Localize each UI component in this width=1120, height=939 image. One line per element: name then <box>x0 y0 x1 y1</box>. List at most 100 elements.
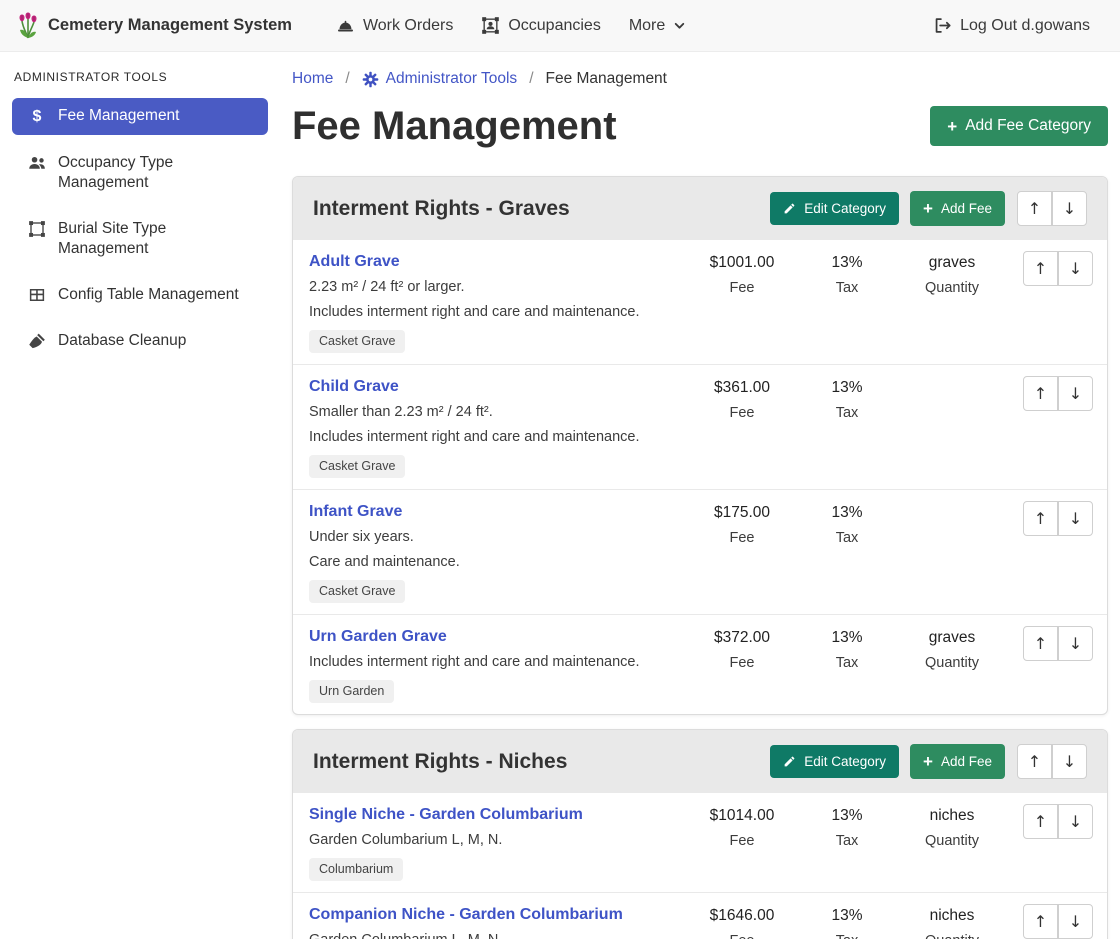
fee-description: 2.23 m² / 24 ft² or larger. <box>309 279 465 295</box>
category-move-down-button[interactable]: ↓ <box>1052 744 1087 779</box>
broom-icon <box>26 332 48 350</box>
tax-stat: 13% Tax <box>831 254 863 296</box>
fee-reorder-group: ↑ ↓ <box>1023 251 1093 286</box>
fee-move-down-button[interactable]: ↓ <box>1058 804 1093 839</box>
pencil-icon <box>783 202 796 215</box>
quantity-stat <box>897 501 1007 502</box>
fee-reorder-group: ↑ ↓ <box>1023 804 1093 839</box>
category-title: Interment Rights - Niches <box>313 749 568 773</box>
edit-category-button[interactable]: Edit Category <box>770 745 900 778</box>
fee-name-link[interactable]: Child Grave <box>309 378 399 395</box>
fee-reorder-group: ↑ ↓ <box>1023 904 1093 939</box>
dollar-icon: $ <box>32 108 42 125</box>
fee-tag-badge: Urn Garden <box>309 680 395 703</box>
fee-row-adult-grave: Adult Grave 2.23 m² / 24 ft² or larger. … <box>293 240 1107 364</box>
app-brand[interactable]: Cemetery Management System <box>16 12 292 40</box>
logout-button[interactable]: Log Out d.gowans <box>933 16 1090 35</box>
app-title: Cemetery Management System <box>48 16 292 34</box>
fee-move-down-button[interactable]: ↓ <box>1058 501 1093 536</box>
fee-move-down-button[interactable]: ↓ <box>1058 626 1093 661</box>
fee-tag-badge: Casket Grave <box>309 330 406 353</box>
fee-move-down-button[interactable]: ↓ <box>1058 376 1093 411</box>
fee-reorder-group: ↑ ↓ <box>1023 376 1093 411</box>
nav-item-label: More <box>628 16 666 34</box>
table-icon <box>26 286 48 304</box>
fee-name-link[interactable]: Infant Grave <box>309 503 403 520</box>
occupancy-badge-icon <box>481 16 500 35</box>
fee-description: Includes interment right and care and ma… <box>309 304 640 320</box>
fee-description: Includes interment right and care and ma… <box>309 429 640 445</box>
fee-row-companion-niche: Companion Niche - Garden Columbarium Gar… <box>293 892 1107 939</box>
nav-item-label: Occupancies <box>508 16 601 34</box>
add-fee-button[interactable]: + Add Fee <box>910 744 1005 779</box>
fee-row-urn-garden-grave: Urn Garden Grave Includes interment righ… <box>293 614 1107 714</box>
fee-move-up-button[interactable]: ↑ <box>1023 804 1058 839</box>
sidebar-item-label: Database Cleanup <box>58 332 187 349</box>
quantity-stat: niches Quantity <box>925 907 979 939</box>
fee-move-up-button[interactable]: ↑ <box>1023 904 1058 939</box>
category-reorder-group: ↑ ↓ <box>1017 191 1087 226</box>
fee-amount-stat: $175.00 Fee <box>713 504 771 546</box>
tax-stat: 13% Tax <box>831 807 863 849</box>
fee-description: Smaller than 2.23 m² / 24 ft². <box>309 404 493 420</box>
sidebar-item-fee-management[interactable]: $ Fee Management <box>12 98 268 135</box>
nav-item-occupancies[interactable]: Occupancies <box>481 16 601 35</box>
sidebar-item-label: Fee Management <box>58 107 180 124</box>
sidebar-section-title: ADMINISTRATOR TOOLS <box>14 70 168 84</box>
add-fee-category-button[interactable]: + Add Fee Category <box>930 106 1108 146</box>
fee-tag-badge: Casket Grave <box>309 580 406 603</box>
category-card-graves: Interment Rights - Graves Edit Category … <box>292 176 1108 715</box>
fee-name-link[interactable]: Urn Garden Grave <box>309 628 447 645</box>
fee-amount-stat: $1014.00 Fee <box>709 807 775 849</box>
main-content: Home / Administrat <box>280 52 1120 939</box>
fee-amount-stat: $1646.00 Fee <box>709 907 775 939</box>
sidebar-item-burial-site-type-management[interactable]: Burial Site Type Management <box>12 211 268 267</box>
sidebar: ADMINISTRATOR TOOLS $ Fee Management Occ… <box>0 52 280 369</box>
fee-description: Under six years. <box>309 529 414 545</box>
fee-move-up-button[interactable]: ↑ <box>1023 501 1058 536</box>
category-title: Interment Rights - Graves <box>313 196 570 220</box>
quantity-stat: graves Quantity <box>925 254 979 296</box>
fee-move-up-button[interactable]: ↑ <box>1023 251 1058 286</box>
sidebar-item-config-table-management[interactable]: Config Table Management <box>12 277 268 313</box>
fee-description: Garden Columbarium L, M, N. <box>309 832 503 848</box>
fee-move-up-button[interactable]: ↑ <box>1023 376 1058 411</box>
nav-item-more[interactable]: More <box>629 17 686 35</box>
nav-item-label: Work Orders <box>362 16 454 34</box>
fee-amount-stat: $372.00 Fee <box>713 629 771 671</box>
fee-move-up-button[interactable]: ↑ <box>1023 626 1058 661</box>
category-header: Interment Rights - Niches Edit Category … <box>293 730 1107 793</box>
quantity-stat: niches Quantity <box>925 807 979 849</box>
fee-tag-badge: Casket Grave <box>309 455 406 478</box>
fee-tag-badge: Columbarium <box>309 858 404 881</box>
edit-category-button[interactable]: Edit Category <box>770 192 900 225</box>
breadcrumb: Home / Administrat <box>292 70 1108 88</box>
fee-row-infant-grave: Infant Grave Under six years. Care and m… <box>293 489 1107 614</box>
pencil-icon <box>783 755 796 768</box>
fee-name-link[interactable]: Companion Niche - Garden Columbarium <box>309 906 623 923</box>
sidebar-item-occupancy-type-management[interactable]: Occupancy Type Management <box>12 145 268 201</box>
hard-hat-icon <box>336 16 355 35</box>
breadcrumb-home-link[interactable]: Home <box>292 70 334 87</box>
fee-name-link[interactable]: Single Niche - Garden Columbarium <box>309 806 583 823</box>
category-move-up-button[interactable]: ↑ <box>1017 744 1052 779</box>
plus-icon: + <box>947 116 958 136</box>
breadcrumb-admin-tools-link[interactable]: Administrator Tools <box>362 70 517 88</box>
breadcrumb-separator: / <box>345 70 350 87</box>
quantity-stat: graves Quantity <box>925 629 979 671</box>
fee-row-single-niche: Single Niche - Garden Columbarium Garden… <box>293 793 1107 892</box>
quantity-stat <box>897 376 1007 377</box>
sidebar-item-label: Burial Site Type Management <box>58 220 167 257</box>
vector-square-icon <box>26 220 48 238</box>
category-move-up-button[interactable]: ↑ <box>1017 191 1052 226</box>
add-fee-button[interactable]: + Add Fee <box>910 191 1005 226</box>
fee-move-down-button[interactable]: ↓ <box>1058 904 1093 939</box>
fee-reorder-group: ↑ ↓ <box>1023 626 1093 661</box>
category-card-niches: Interment Rights - Niches Edit Category … <box>292 729 1108 939</box>
category-move-down-button[interactable]: ↓ <box>1052 191 1087 226</box>
fee-move-down-button[interactable]: ↓ <box>1058 251 1093 286</box>
sidebar-item-database-cleanup[interactable]: Database Cleanup <box>12 323 268 359</box>
nav-item-work-orders[interactable]: Work Orders <box>336 16 453 35</box>
category-reorder-group: ↑ ↓ <box>1017 744 1087 779</box>
fee-name-link[interactable]: Adult Grave <box>309 253 400 270</box>
